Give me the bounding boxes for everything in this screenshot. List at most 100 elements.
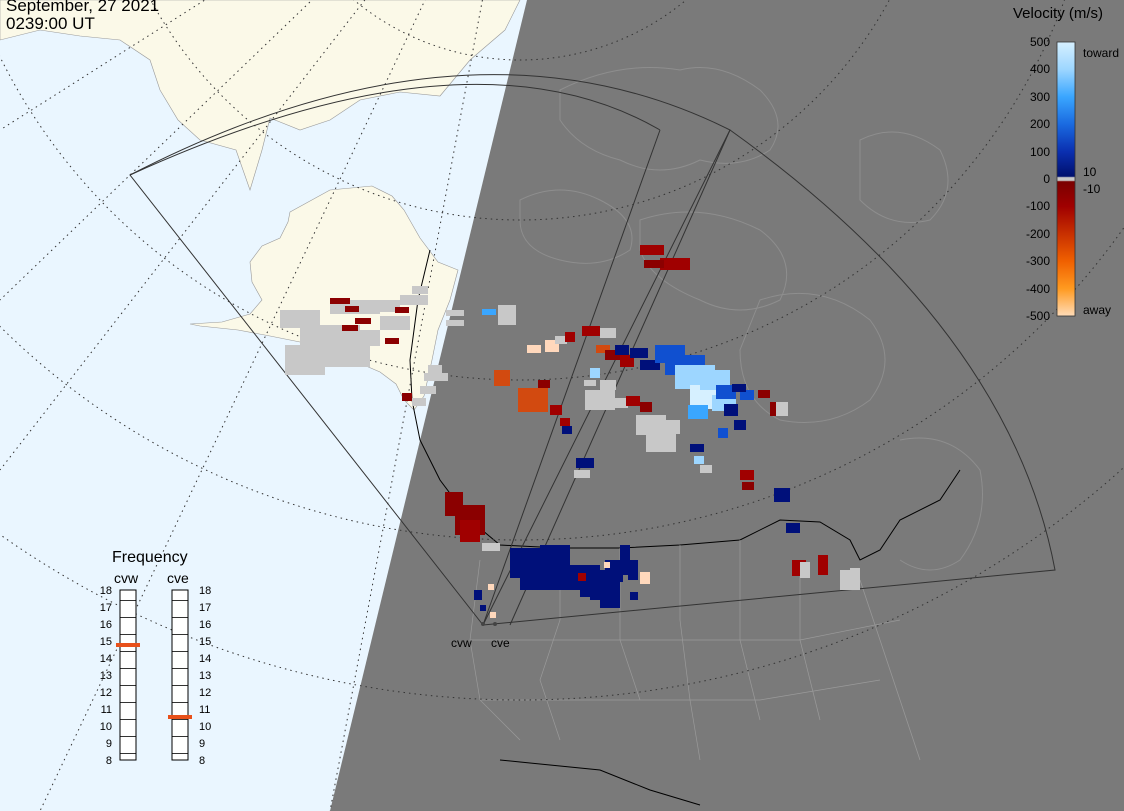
colorbar-tick-label: -200 — [1025, 226, 1050, 241]
velocity-cell — [615, 345, 629, 355]
velocity-cell — [446, 310, 464, 316]
political-borders — [409, 249, 961, 806]
radar-site-cve — [493, 622, 497, 626]
velocity-cell — [646, 430, 676, 452]
freq-tick-label: 13 — [99, 670, 112, 682]
velocity-cell — [578, 573, 586, 581]
velocity-cell — [596, 345, 610, 353]
frequency-ticks — [120, 600, 188, 754]
velocity-cell — [562, 426, 572, 434]
velocity-cell — [555, 336, 567, 344]
colorbar-tick-label: 200 — [1029, 117, 1050, 132]
freq-tick-label: 11 — [199, 704, 211, 716]
velocity-cell — [734, 420, 746, 430]
velocity-cell — [527, 345, 541, 353]
velocity-cell — [498, 305, 516, 325]
freq-tick-label: 17 — [99, 602, 112, 614]
velocity-cell — [716, 385, 736, 399]
freq-tick-label: 16 — [199, 619, 212, 631]
colorbar-title: Velocity (m/s) — [1013, 5, 1104, 22]
freq-tick-label: 10 — [99, 721, 112, 733]
freq-tick-label: 9 — [199, 738, 206, 750]
velocity-cell — [718, 428, 728, 438]
velocity-cell — [580, 585, 596, 597]
velocity-cell — [285, 345, 325, 375]
land-siberia — [0, 0, 521, 191]
velocity-cell — [600, 590, 620, 608]
velocity-cell — [520, 560, 570, 590]
velocity-cell — [605, 350, 623, 360]
colorbar-tick-label: -500 — [1025, 309, 1050, 323]
velocity-cell — [380, 316, 410, 330]
velocity-cell — [600, 380, 616, 390]
freq-radar-label-cvw: cvw — [114, 570, 139, 586]
velocity-cell — [342, 325, 358, 331]
velocity-cell — [740, 470, 754, 480]
freq-radar-label-cve: cve — [167, 570, 189, 586]
velocity-cell — [474, 590, 482, 600]
velocity-cell — [330, 298, 350, 304]
velocity-cell — [420, 386, 436, 394]
velocity-cell — [576, 458, 594, 468]
freq-tick-label: 8 — [105, 755, 112, 767]
velocity-cell — [732, 384, 746, 392]
velocity-cell — [360, 300, 400, 312]
velocity-cell — [742, 482, 754, 490]
velocity-cell — [538, 380, 550, 388]
velocity-cell — [280, 310, 320, 328]
velocity-cell — [428, 365, 442, 373]
colorbar-threshold-neg: -10 — [1083, 182, 1101, 196]
colorbar-threshold-pos: 10 — [1083, 165, 1097, 179]
velocity-cell — [620, 545, 630, 575]
velocity-cell — [660, 420, 680, 434]
velocity-cell — [550, 405, 562, 415]
velocity-cell — [640, 245, 664, 255]
velocity-cell — [482, 309, 496, 315]
velocity-cell — [818, 555, 828, 575]
freq-tick-label: 15 — [199, 636, 212, 648]
velocity-cell — [582, 326, 600, 336]
freq-tick-label: 18 — [99, 585, 112, 597]
velocity-cell — [640, 402, 652, 412]
velocity-cell — [494, 370, 510, 386]
velocity-cell — [320, 345, 370, 367]
velocity-cell — [774, 488, 790, 502]
colorbar-toward-label: toward — [1083, 46, 1120, 60]
velocity-cell — [776, 402, 788, 416]
velocity-cell — [758, 390, 770, 398]
velocity-cell — [786, 523, 800, 533]
radar-label-cvw: cvw — [451, 636, 472, 650]
velocity-cell — [350, 330, 380, 346]
velocity-cell — [482, 543, 500, 551]
velocity-cell — [840, 570, 850, 590]
velocity-cell — [688, 405, 708, 419]
colorbar-tick-label: -100 — [1025, 199, 1050, 214]
velocity-colorbar — [1056, 41, 1076, 317]
velocity-cell — [385, 338, 399, 344]
night-coastlines — [519, 67, 983, 571]
velocity-cell — [488, 584, 494, 590]
velocity-cell — [640, 572, 650, 584]
time-label: 0239:00 UT — [6, 14, 95, 33]
freq-scale-cvw — [119, 589, 137, 761]
velocity-cell — [518, 388, 548, 412]
velocity-cell — [574, 470, 590, 478]
freq-tick-label: 15 — [99, 636, 112, 648]
date-label: September, 27 2021 — [6, 0, 160, 15]
velocity-cell — [640, 360, 660, 370]
velocity-cell — [740, 390, 754, 400]
velocity-cell — [584, 380, 596, 386]
velocity-cell — [630, 348, 648, 358]
velocity-cell — [590, 368, 600, 378]
velocity-cell — [412, 398, 426, 406]
velocity-cell — [480, 605, 486, 611]
frequency-title: Frequency — [112, 549, 188, 566]
colorbar-tick-label: 500 — [1029, 35, 1050, 49]
velocity-cell — [400, 295, 428, 305]
velocity-cell — [628, 560, 638, 580]
velocity-cell — [612, 398, 628, 408]
velocity-cell — [724, 404, 738, 416]
velocity-cell — [565, 332, 575, 342]
colorbar-tick-label: 100 — [1029, 144, 1050, 159]
